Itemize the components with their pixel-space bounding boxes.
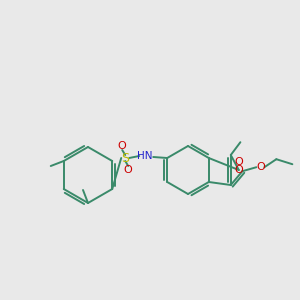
Text: HN: HN: [137, 151, 153, 161]
Text: O: O: [124, 165, 133, 175]
Text: O: O: [118, 141, 127, 151]
Text: S: S: [121, 152, 129, 164]
Text: O: O: [234, 165, 243, 175]
Text: O: O: [234, 157, 243, 167]
Text: O: O: [256, 162, 265, 172]
